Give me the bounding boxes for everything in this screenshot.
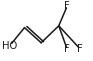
Text: HO: HO <box>2 41 17 51</box>
Text: F: F <box>64 44 70 54</box>
Text: F: F <box>64 1 70 11</box>
Text: F: F <box>77 44 83 54</box>
